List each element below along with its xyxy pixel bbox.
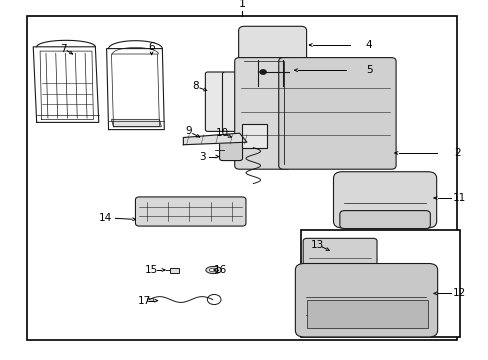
FancyBboxPatch shape [303, 238, 376, 275]
Bar [242, 124, 267, 148]
FancyBboxPatch shape [238, 26, 306, 66]
FancyBboxPatch shape [222, 72, 242, 131]
Text: 6: 6 [148, 42, 155, 52]
Bar [300, 230, 459, 337]
FancyBboxPatch shape [234, 58, 290, 169]
Bar [27, 16, 456, 340]
FancyBboxPatch shape [333, 172, 436, 228]
Text: 11: 11 [452, 193, 466, 203]
Ellipse shape [209, 268, 218, 272]
FancyBboxPatch shape [219, 136, 242, 161]
Ellipse shape [205, 266, 221, 274]
Text: 15: 15 [144, 265, 158, 275]
FancyBboxPatch shape [205, 72, 224, 131]
Polygon shape [111, 120, 161, 127]
FancyBboxPatch shape [295, 264, 437, 337]
Text: 8: 8 [192, 81, 199, 91]
FancyBboxPatch shape [339, 211, 429, 229]
Text: 4: 4 [365, 40, 372, 50]
Text: 3: 3 [199, 152, 206, 162]
Bar [256, 71, 260, 77]
Text: 10: 10 [216, 128, 228, 138]
Text: 9: 9 [184, 126, 191, 136]
Text: 5: 5 [365, 65, 372, 75]
Text: 17: 17 [137, 296, 151, 306]
FancyBboxPatch shape [278, 58, 395, 169]
Bar [146, 298, 152, 301]
Text: 16: 16 [213, 265, 226, 275]
Text: 7: 7 [60, 44, 67, 54]
Text: 14: 14 [98, 213, 112, 223]
Text: 13: 13 [310, 240, 324, 250]
Bar [170, 268, 179, 273]
Polygon shape [183, 133, 246, 145]
Text: 12: 12 [452, 288, 466, 298]
Bar [306, 300, 427, 328]
Circle shape [259, 69, 266, 75]
Text: 1: 1 [238, 0, 245, 9]
FancyBboxPatch shape [135, 197, 245, 226]
Text: 2: 2 [453, 148, 460, 158]
